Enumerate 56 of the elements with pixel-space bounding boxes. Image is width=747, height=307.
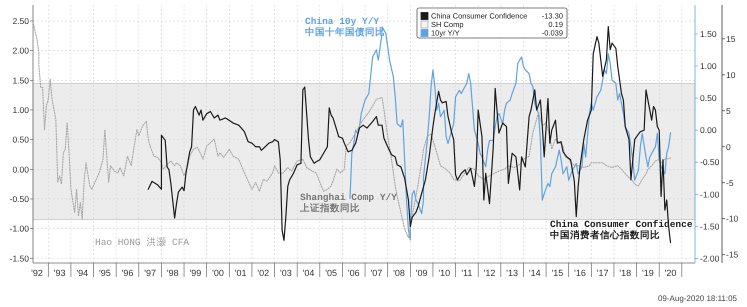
y3-tick-label: -15 [726, 250, 739, 260]
y2-tick-label: 0.50 [700, 93, 717, 104]
y2-tick-label: -1.00 [700, 189, 720, 200]
x-tick-label: '12 [484, 268, 496, 278]
y2-tick-label: 0.00 [700, 125, 717, 136]
y3-tick-label: -5 [726, 178, 734, 188]
x-tick-label: '16 [574, 268, 586, 278]
x-tick-label: '00 [212, 268, 224, 278]
x-tick-label: '13 [506, 268, 518, 278]
x-tick-label: '17 [596, 268, 609, 278]
y-tick-label: 1.00 [12, 104, 30, 115]
x-tick-label: '18 [619, 268, 632, 278]
x-tick-label: '99 [190, 268, 202, 278]
y2-tick-label: -2.00 [700, 254, 720, 264]
x-tick-label: '02 [257, 268, 270, 278]
y-tick-label: 0.50 [12, 134, 30, 145]
x-tick-label: '94 [76, 268, 88, 278]
text: 09-Aug-2020 18:11:05 [658, 294, 738, 303]
x-tick-label: '07 [370, 268, 382, 278]
y-tick-label: -1.00 [10, 224, 30, 234]
x-tick-label: '09 [416, 268, 428, 278]
y2-tick-label: 1.50 [700, 28, 717, 39]
y-tick-label: 2.00 [12, 46, 30, 56]
x-tick-label: '19 [642, 268, 654, 278]
x-tick-label: '14 [528, 268, 541, 278]
annotation: Shanghai Comp Y/Y 上证指数同比 [299, 192, 398, 214]
x-tick-label: '93 [54, 268, 66, 278]
x-tick-label: '06 [348, 268, 360, 278]
y-tick-label: 2.50 [12, 16, 30, 26]
y3-tick-label: 5 [726, 106, 731, 116]
y3-tick-label: -10 [726, 214, 739, 224]
x-tick-label: '10 [438, 268, 450, 278]
y3-tick-label: 10 [726, 70, 736, 80]
y3-tick-label: 0 [726, 142, 731, 152]
y-tick-label: -1.50 [10, 253, 30, 264]
annotation: Hao HONG 洪灏 CFA [95, 236, 190, 248]
y3-tick-label: 15 [726, 34, 736, 44]
y-tick-label: 1.50 [12, 75, 30, 86]
y2-tick-label: -1.50 [700, 221, 720, 232]
x-tick-label: '05 [325, 268, 337, 278]
x-tick-label: '08 [393, 268, 405, 278]
x-tick-label: '15 [552, 268, 564, 278]
x-tick-label: '98 [166, 268, 179, 278]
y2-tick-label: 1.00 [700, 60, 717, 71]
y-tick-label: 0.00 [12, 164, 30, 174]
x-tick-label: '92 [31, 268, 43, 278]
y2-tick-label: -0.50 [700, 157, 720, 168]
x-tick-label: '97 [144, 268, 156, 278]
x-tick-label: '95 [98, 268, 111, 278]
x-tick-label: '96 [122, 268, 134, 278]
y-tick-label: -0.50 [10, 194, 30, 204]
x-tick-label: '11 [461, 268, 472, 278]
x-tick-label: '04 [302, 268, 314, 278]
x-tick-label: '03 [280, 268, 292, 278]
x-tick-label: '20 [664, 268, 676, 278]
x-tick-label: '01 [234, 268, 246, 278]
